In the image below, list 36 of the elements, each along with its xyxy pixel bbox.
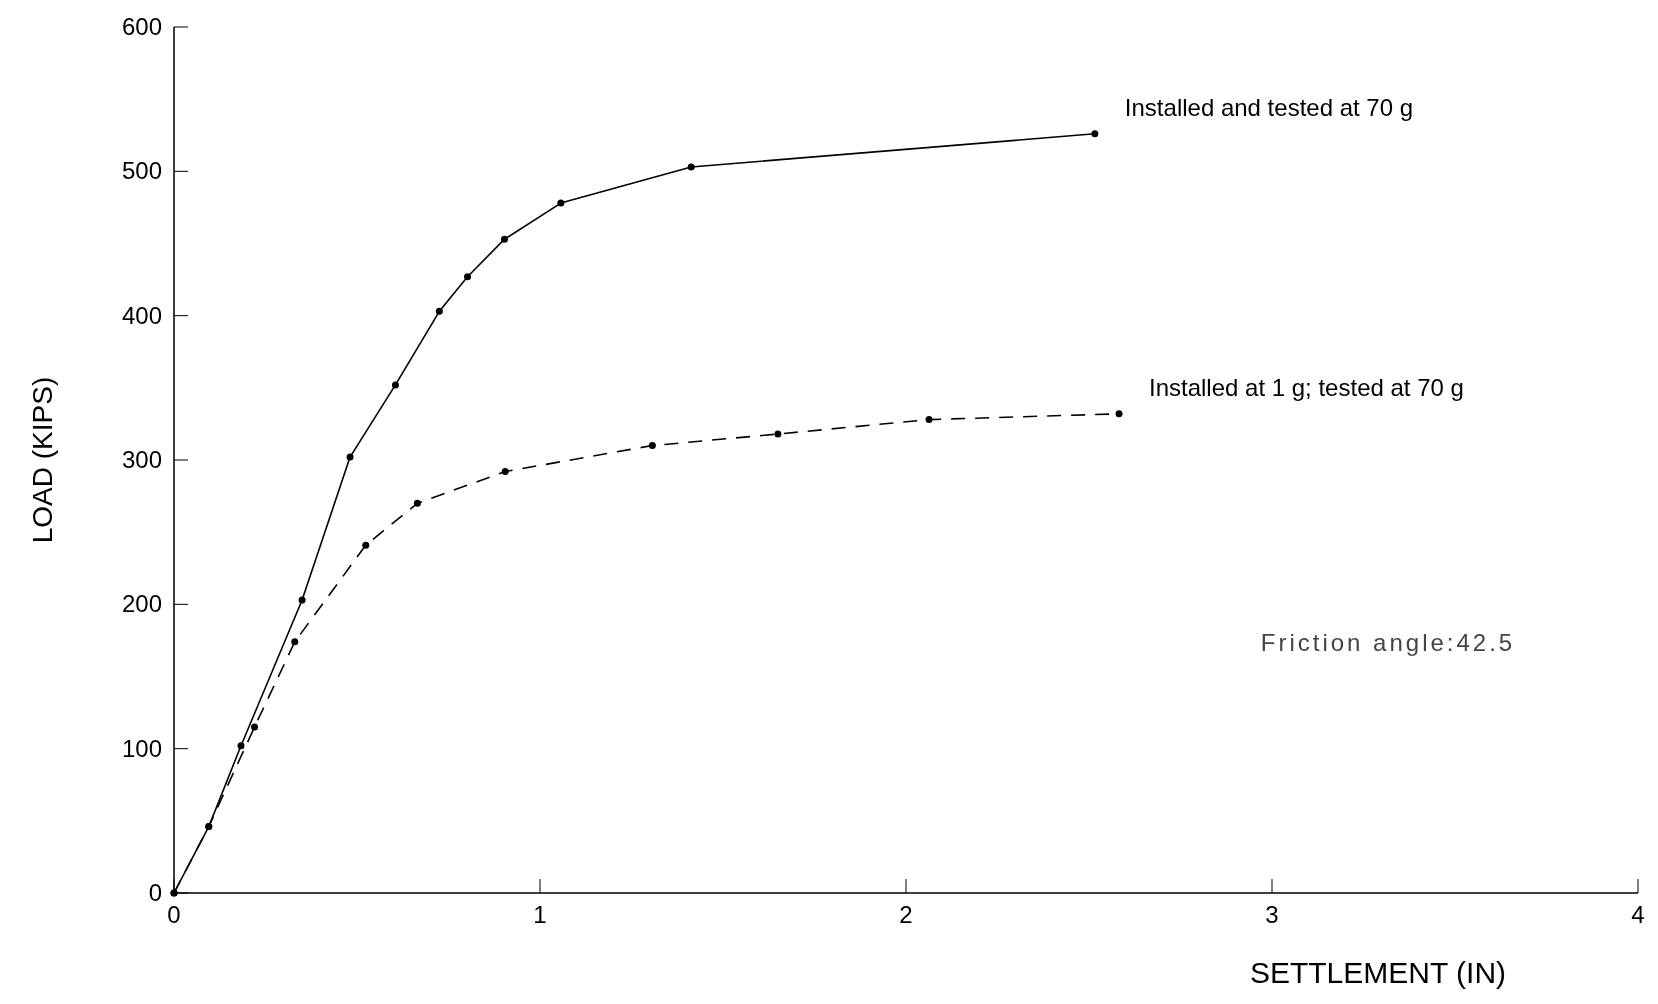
x-tick-label: 0 (167, 901, 181, 928)
point (687, 163, 695, 171)
x-tick-label: 4 (1631, 901, 1645, 928)
y-tick-label: 400 (121, 301, 162, 329)
point (464, 273, 472, 281)
y-tick-label: 300 (121, 446, 162, 473)
point (298, 596, 306, 604)
x-tick-label: 3 (1265, 901, 1279, 928)
y-axis-title: LOAD (KIPS) (27, 376, 58, 544)
point (501, 235, 508, 243)
x-tick-label: 1 (533, 901, 547, 928)
point (1115, 410, 1123, 418)
point (251, 723, 259, 731)
series-label: Installed at 1 g; tested at 70 g (1149, 373, 1464, 401)
point (1091, 130, 1099, 138)
series-label: Installed and tested at 70 g (1124, 93, 1414, 121)
point (435, 307, 443, 315)
point (413, 499, 421, 507)
point (391, 381, 399, 389)
point (346, 453, 354, 461)
y-tick-label: 0 (148, 879, 162, 906)
point (291, 638, 299, 646)
annotation: Friction angle:42.5 (1260, 629, 1516, 656)
point (237, 742, 245, 750)
y-tick-label: 500 (121, 157, 162, 185)
point (362, 541, 370, 549)
point (557, 199, 565, 207)
point (501, 468, 509, 476)
x-axis-title: SETTLEMENT (IN) (1249, 956, 1507, 989)
point (774, 430, 782, 438)
y-tick-label: 100 (121, 734, 162, 762)
point (925, 416, 933, 424)
point (648, 442, 656, 450)
y-tick-label: 200 (121, 590, 162, 618)
y-tick-label: 600 (121, 13, 162, 40)
x-tick-label: 2 (899, 901, 913, 928)
